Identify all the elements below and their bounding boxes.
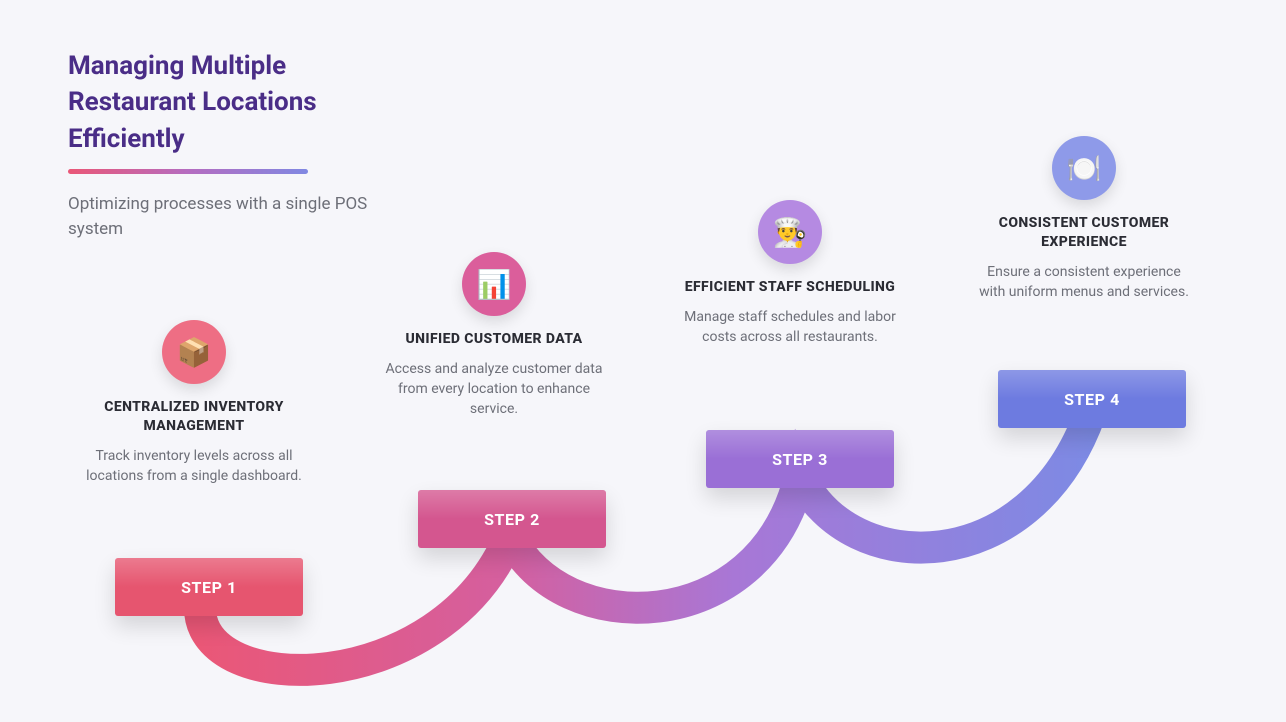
bar-chart-icon: 📊 bbox=[462, 252, 526, 316]
icon-glyph: 👨‍🍳 bbox=[773, 216, 808, 249]
icon-glyph: 📦 bbox=[177, 336, 212, 369]
step-4-box: STEP 4 bbox=[998, 370, 1186, 428]
step-2-desc: Access and analyze customer data from ev… bbox=[384, 359, 604, 420]
step-1-title: CENTRALIZED INVENTORY MANAGEMENT bbox=[84, 398, 304, 436]
step-4-label: STEP 4 bbox=[1064, 390, 1120, 409]
icon-glyph: 📊 bbox=[477, 268, 512, 301]
step-3: 👨‍🍳 EFFICIENT STAFF SCHEDULING Manage st… bbox=[680, 200, 900, 347]
step-2: 📊 UNIFIED CUSTOMER DATA Access and analy… bbox=[384, 252, 604, 420]
step-2-title: UNIFIED CUSTOMER DATA bbox=[384, 330, 604, 349]
package-icon: 📦 bbox=[162, 320, 226, 384]
step-4-title: CONSISTENT CUSTOMER EXPERIENCE bbox=[974, 214, 1194, 252]
step-4: 🍽️ CONSISTENT CUSTOMER EXPERIENCE Ensure… bbox=[974, 136, 1194, 302]
step-1-desc: Track inventory levels across all locati… bbox=[84, 446, 304, 487]
chef-icon: 👨‍🍳 bbox=[758, 200, 822, 264]
step-1-box: STEP 1 bbox=[115, 558, 303, 616]
step-4-desc: Ensure a consistent experience with unif… bbox=[974, 262, 1194, 303]
step-1-label: STEP 1 bbox=[181, 578, 237, 597]
step-3-title: EFFICIENT STAFF SCHEDULING bbox=[680, 278, 900, 297]
header: Managing Multiple Restaurant Locations E… bbox=[68, 48, 408, 241]
step-2-label: STEP 2 bbox=[484, 510, 540, 529]
step-2-box: STEP 2 bbox=[418, 490, 606, 548]
title-underline bbox=[68, 169, 308, 174]
page-subtitle: Optimizing processes with a single POS s… bbox=[68, 192, 408, 241]
plate-icon: 🍽️ bbox=[1052, 136, 1116, 200]
page-title: Managing Multiple Restaurant Locations E… bbox=[68, 48, 408, 157]
step-1: 📦 CENTRALIZED INVENTORY MANAGEMENT Track… bbox=[84, 320, 304, 486]
step-3-desc: Manage staff schedules and labor costs a… bbox=[680, 307, 900, 348]
step-3-label: STEP 3 bbox=[772, 450, 828, 469]
icon-glyph: 🍽️ bbox=[1067, 152, 1102, 185]
step-3-box: STEP 3 bbox=[706, 430, 894, 488]
